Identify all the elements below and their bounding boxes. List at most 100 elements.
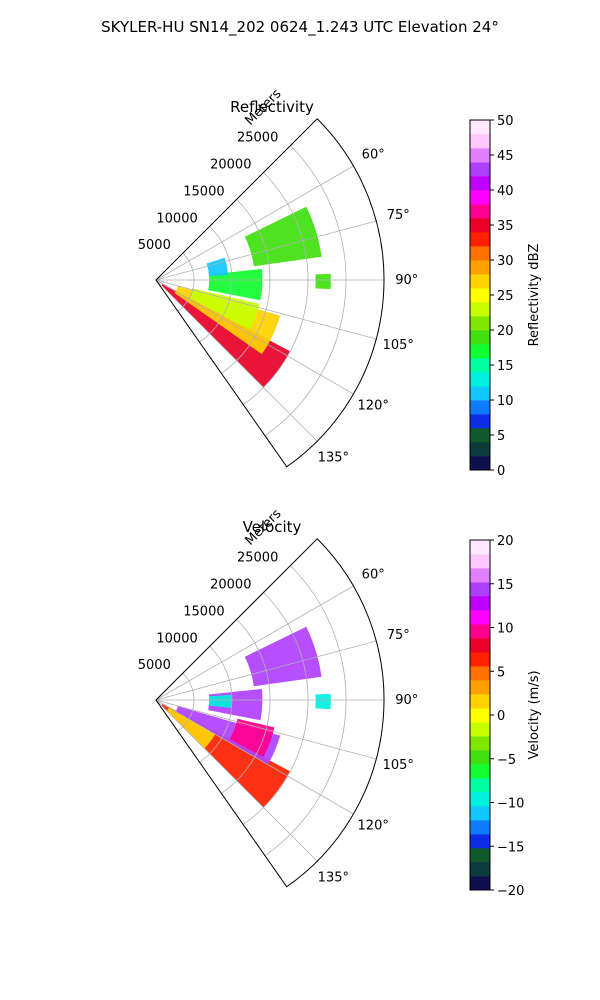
- colorbar-segment: [470, 876, 490, 891]
- colorbar-tick-label: 0: [497, 464, 505, 479]
- colorbar-segment: [470, 246, 490, 261]
- colorbar-segment: [470, 596, 490, 611]
- echo-region: [208, 694, 232, 708]
- angle-tick-label: 120°: [358, 818, 389, 833]
- azimuth-spoke: [155, 640, 377, 701]
- echo-region: [244, 206, 322, 267]
- echo-region: [189, 288, 260, 330]
- colorbar-segment: [470, 302, 490, 317]
- colorbar-segment: [470, 428, 490, 443]
- colorbar-segment: [470, 134, 490, 149]
- colorbar-tick-label: 15: [497, 359, 514, 374]
- range-tick-label: 25000: [237, 131, 278, 146]
- range-tick-label: 15000: [183, 604, 224, 619]
- range-ring: [199, 645, 233, 763]
- colorbar-segment: [470, 834, 490, 849]
- colorbar-segment: [470, 848, 490, 863]
- velocity-panel: Velocity 60° 75° 90° 105° 120° 135° 5000 10000 15…: [138, 506, 542, 899]
- colorbar-tick-label: −15: [497, 840, 524, 855]
- echo-region: [206, 257, 229, 277]
- colorbar-label: Reflectivity dBZ: [527, 244, 542, 347]
- range-tick-label: 20000: [210, 158, 251, 173]
- angle-tick-label: 105°: [383, 758, 414, 773]
- range-ring: [242, 592, 309, 825]
- colorbar-segment: [470, 694, 490, 709]
- colorbar-segment: [470, 862, 490, 877]
- colorbar-segment: [470, 680, 490, 695]
- colorbar-segment: [470, 582, 490, 597]
- colorbar-segment: [470, 274, 490, 289]
- colorbar-segment: [470, 778, 490, 793]
- azimuth-spoke: [155, 699, 354, 815]
- colorbar-segment: [470, 120, 490, 135]
- colorbar-segment: [470, 190, 490, 205]
- range-ring: [242, 172, 309, 405]
- angle-tick-label: 90°: [395, 273, 418, 288]
- echo-region: [166, 707, 216, 749]
- echo-region: [208, 268, 263, 301]
- angle-tick-label: 120°: [358, 398, 389, 413]
- colorbar-segment: [470, 708, 490, 723]
- range-ring: [264, 565, 347, 856]
- range-tick-label: 25000: [237, 551, 278, 566]
- echo-region: [244, 626, 322, 687]
- azimuth-spoke: [155, 220, 377, 281]
- colorbar-segment: [470, 260, 490, 275]
- colorbar-segment: [470, 288, 490, 303]
- colorbar-tick-label: 15: [497, 578, 514, 593]
- range-tick-label: 5000: [138, 238, 171, 253]
- panel-title: Velocity: [243, 518, 302, 536]
- colorbar-segment: [470, 722, 490, 737]
- azimuth-spoke: [155, 585, 354, 701]
- colorbar-segment: [470, 652, 490, 667]
- colorbar-tick-label: 5: [497, 665, 505, 680]
- colorbar-tick-label: −5: [497, 753, 516, 768]
- panel-title: Reflectivity: [230, 98, 314, 116]
- range-tick-label: 20000: [210, 578, 251, 593]
- colorbar-tick-label: 20: [497, 324, 514, 339]
- angle-tick-label: 75°: [387, 208, 410, 223]
- colorbar-label: Velocity (m/s): [527, 670, 542, 759]
- colorbar-segment: [470, 736, 490, 751]
- angle-tick-label: 105°: [383, 338, 414, 353]
- colorbar-tick-label: 10: [497, 394, 514, 409]
- angle-tick-label: 60°: [362, 148, 385, 163]
- colorbar-segment: [470, 414, 490, 429]
- colorbar-segment: [470, 750, 490, 765]
- range-tick-label: 15000: [183, 184, 224, 199]
- colorbar-tick-label: 0: [497, 709, 505, 724]
- colorbar-segment: [470, 568, 490, 583]
- colorbar-segment: [470, 162, 490, 177]
- colorbar-tick-label: −10: [497, 797, 524, 812]
- angle-tick-label: 60°: [362, 568, 385, 583]
- colorbar-tick-label: 5: [497, 429, 505, 444]
- colorbar-tick-label: 10: [497, 622, 514, 637]
- azimuth-spoke: [155, 699, 318, 862]
- colorbar-tick-label: 25: [497, 289, 514, 304]
- colorbar-segment: [470, 554, 490, 569]
- colorbar-tick-label: 35: [497, 219, 514, 234]
- figure-suptitle: SKYLER-HU SN14_202 0624_1.243 UTC Elevat…: [101, 18, 499, 37]
- colorbar-tick-label: 45: [497, 149, 514, 164]
- echo-region: [315, 273, 331, 290]
- colorbar-segment: [470, 148, 490, 163]
- colorbar-tick-label: 50: [497, 114, 514, 129]
- azimuth-spoke: [155, 165, 354, 281]
- colorbar-segment: [470, 820, 490, 835]
- echo-region: [161, 283, 291, 388]
- colorbar-segment: [470, 344, 490, 359]
- angle-tick-label: 75°: [387, 628, 410, 643]
- colorbar-segment: [470, 218, 490, 233]
- range-ring: [264, 145, 347, 436]
- azimuth-spoke: [155, 279, 354, 395]
- range-ring: [177, 672, 195, 732]
- colorbar-segment: [470, 204, 490, 219]
- colorbar-segment: [470, 442, 490, 457]
- colorbar-segment: [470, 792, 490, 807]
- colorbar-tick-label: 20: [497, 534, 514, 549]
- range-tick-label: 5000: [138, 658, 171, 673]
- colorbar-tick-label: −20: [497, 884, 524, 899]
- echo-region: [315, 693, 331, 710]
- range-ring: [177, 252, 195, 312]
